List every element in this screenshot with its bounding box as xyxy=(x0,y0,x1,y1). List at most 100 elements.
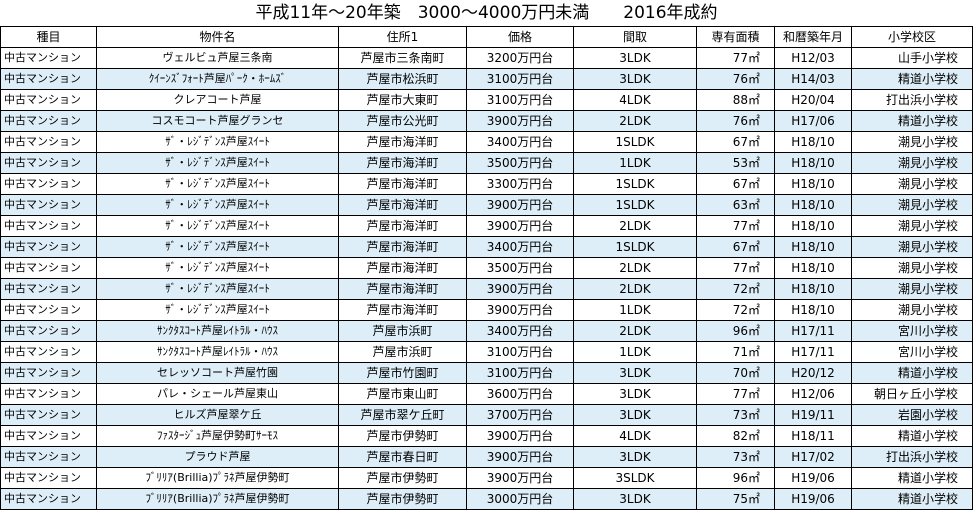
layout-cell[interactable]: 1LDK xyxy=(573,341,697,363)
area-cell[interactable]: 96㎡ xyxy=(696,320,775,342)
address-cell[interactable]: 芦屋市浜町 xyxy=(338,341,467,363)
property-name-cell[interactable]: ｻﾞ・ﾚｼﾞﾃﾞﾝｽ芦屋ｽｲｰﾄ xyxy=(96,215,339,237)
area-cell[interactable]: 53㎡ xyxy=(696,152,775,174)
built-date-cell[interactable]: H12/03 xyxy=(774,47,852,69)
property-name-cell[interactable]: ヒルズ芦屋翠ケ丘 xyxy=(96,404,339,426)
school-district-cell[interactable]: 潮見小学校 xyxy=(851,173,973,195)
price-cell[interactable]: 3900万円台 xyxy=(466,467,574,489)
school-district-cell[interactable]: 潮見小学校 xyxy=(851,278,973,300)
type-cell[interactable]: 中古マンション xyxy=(0,110,97,132)
price-cell[interactable]: 3900万円台 xyxy=(466,110,574,132)
layout-cell[interactable]: 3LDK xyxy=(573,446,697,468)
built-date-cell[interactable]: H18/10 xyxy=(774,236,852,258)
school-district-cell[interactable]: 潮見小学校 xyxy=(851,152,973,174)
property-name-cell[interactable]: ｻﾞ・ﾚｼﾞﾃﾞﾝｽ芦屋ｽｲｰﾄ xyxy=(96,278,339,300)
address-cell[interactable]: 芦屋市海洋町 xyxy=(338,131,467,153)
built-date-cell[interactable]: H18/10 xyxy=(774,299,852,321)
layout-cell[interactable]: 1SLDK xyxy=(573,194,697,216)
layout-cell[interactable]: 3LDK xyxy=(573,488,697,510)
column-header[interactable]: 物件名 xyxy=(96,26,339,48)
property-name-cell[interactable]: ｻﾞ・ﾚｼﾞﾃﾞﾝｽ芦屋ｽｲｰﾄ xyxy=(96,173,339,195)
address-cell[interactable]: 芦屋市公光町 xyxy=(338,110,467,132)
school-district-cell[interactable]: 潮見小学校 xyxy=(851,257,973,279)
price-cell[interactable]: 3200万円台 xyxy=(466,47,574,69)
column-header[interactable]: 和暦築年月 xyxy=(774,26,852,48)
property-name-cell[interactable]: ｻﾞ・ﾚｼﾞﾃﾞﾝｽ芦屋ｽｲｰﾄ xyxy=(96,257,339,279)
layout-cell[interactable]: 1SLDK xyxy=(573,236,697,258)
built-date-cell[interactable]: H17/02 xyxy=(774,446,852,468)
type-cell[interactable]: 中古マンション xyxy=(0,236,97,258)
area-cell[interactable]: 82㎡ xyxy=(696,425,775,447)
property-name-cell[interactable]: ﾌﾞﾘﾘｱ(Brillia)ﾌﾟﾗﾈ芦屋伊勢町 xyxy=(96,488,339,510)
built-date-cell[interactable]: H18/10 xyxy=(774,131,852,153)
built-date-cell[interactable]: H17/06 xyxy=(774,110,852,132)
layout-cell[interactable]: 1LDK xyxy=(573,299,697,321)
school-district-cell[interactable]: 精道小学校 xyxy=(851,425,973,447)
area-cell[interactable]: 76㎡ xyxy=(696,68,775,90)
area-cell[interactable]: 71㎡ xyxy=(696,341,775,363)
property-name-cell[interactable]: ｻﾝｸﾀｽｺｰﾄ芦屋ﾚｲﾄﾗﾙ・ﾊｳｽ xyxy=(96,341,339,363)
price-cell[interactable]: 3100万円台 xyxy=(466,362,574,384)
type-cell[interactable]: 中古マンション xyxy=(0,362,97,384)
address-cell[interactable]: 芦屋市伊勢町 xyxy=(338,467,467,489)
area-cell[interactable]: 77㎡ xyxy=(696,47,775,69)
layout-cell[interactable]: 3LDK xyxy=(573,68,697,90)
column-header[interactable]: 小学校区 xyxy=(851,26,973,48)
built-date-cell[interactable]: H19/06 xyxy=(774,467,852,489)
built-date-cell[interactable]: H18/10 xyxy=(774,194,852,216)
price-cell[interactable]: 3400万円台 xyxy=(466,236,574,258)
layout-cell[interactable]: 3SLDK xyxy=(573,467,697,489)
area-cell[interactable]: 77㎡ xyxy=(696,257,775,279)
address-cell[interactable]: 芦屋市伊勢町 xyxy=(338,425,467,447)
layout-cell[interactable]: 2LDK xyxy=(573,110,697,132)
school-district-cell[interactable]: 朝日ヶ丘小学校 xyxy=(851,383,973,405)
school-district-cell[interactable]: 宮川小学校 xyxy=(851,341,973,363)
price-cell[interactable]: 3700万円台 xyxy=(466,404,574,426)
school-district-cell[interactable]: 精道小学校 xyxy=(851,68,973,90)
column-header[interactable]: 間取 xyxy=(573,26,697,48)
property-name-cell[interactable]: ｻﾝｸﾀｽｺｰﾄ芦屋ﾚｲﾄﾗﾙ・ﾊｳｽ xyxy=(96,320,339,342)
price-cell[interactable]: 3400万円台 xyxy=(466,131,574,153)
type-cell[interactable]: 中古マンション xyxy=(0,425,97,447)
address-cell[interactable]: 芦屋市東山町 xyxy=(338,383,467,405)
layout-cell[interactable]: 4LDK xyxy=(573,89,697,111)
school-district-cell[interactable]: 宮川小学校 xyxy=(851,320,973,342)
address-cell[interactable]: 芦屋市海洋町 xyxy=(338,173,467,195)
property-name-cell[interactable]: ｸｲｰﾝｽﾞﾌｫｰﾄ芦屋ﾊﾟｰｸ・ﾎｰﾑｽﾞ xyxy=(96,68,339,90)
address-cell[interactable]: 芦屋市伊勢町 xyxy=(338,488,467,510)
built-date-cell[interactable]: H19/06 xyxy=(774,488,852,510)
price-cell[interactable]: 3900万円台 xyxy=(466,278,574,300)
type-cell[interactable]: 中古マンション xyxy=(0,68,97,90)
type-cell[interactable]: 中古マンション xyxy=(0,131,97,153)
school-district-cell[interactable]: 岩園小学校 xyxy=(851,404,973,426)
layout-cell[interactable]: 2LDK xyxy=(573,257,697,279)
address-cell[interactable]: 芦屋市浜町 xyxy=(338,320,467,342)
price-cell[interactable]: 3100万円台 xyxy=(466,341,574,363)
type-cell[interactable]: 中古マンション xyxy=(0,341,97,363)
school-district-cell[interactable]: 打出浜小学校 xyxy=(851,89,973,111)
type-cell[interactable]: 中古マンション xyxy=(0,173,97,195)
type-cell[interactable]: 中古マンション xyxy=(0,215,97,237)
school-district-cell[interactable]: 山手小学校 xyxy=(851,47,973,69)
price-cell[interactable]: 3600万円台 xyxy=(466,383,574,405)
layout-cell[interactable]: 2LDK xyxy=(573,278,697,300)
built-date-cell[interactable]: H18/11 xyxy=(774,425,852,447)
address-cell[interactable]: 芦屋市大東町 xyxy=(338,89,467,111)
layout-cell[interactable]: 3LDK xyxy=(573,383,697,405)
price-cell[interactable]: 3900万円台 xyxy=(466,194,574,216)
property-name-cell[interactable]: ｻﾞ・ﾚｼﾞﾃﾞﾝｽ芦屋ｽｲｰﾄ xyxy=(96,152,339,174)
column-header[interactable]: 種目 xyxy=(0,26,97,48)
column-header[interactable]: 価格 xyxy=(466,26,574,48)
address-cell[interactable]: 芦屋市海洋町 xyxy=(338,152,467,174)
price-cell[interactable]: 3100万円台 xyxy=(466,89,574,111)
area-cell[interactable]: 67㎡ xyxy=(696,173,775,195)
property-name-cell[interactable]: クレアコート芦屋 xyxy=(96,89,339,111)
column-header[interactable]: 住所1 xyxy=(338,26,467,48)
layout-cell[interactable]: 4LDK xyxy=(573,425,697,447)
property-name-cell[interactable]: ｻﾞ・ﾚｼﾞﾃﾞﾝｽ芦屋ｽｲｰﾄ xyxy=(96,194,339,216)
built-date-cell[interactable]: H18/10 xyxy=(774,215,852,237)
property-name-cell[interactable]: セレッソコート芦屋竹園 xyxy=(96,362,339,384)
built-date-cell[interactable]: H20/12 xyxy=(774,362,852,384)
area-cell[interactable]: 63㎡ xyxy=(696,194,775,216)
area-cell[interactable]: 73㎡ xyxy=(696,446,775,468)
